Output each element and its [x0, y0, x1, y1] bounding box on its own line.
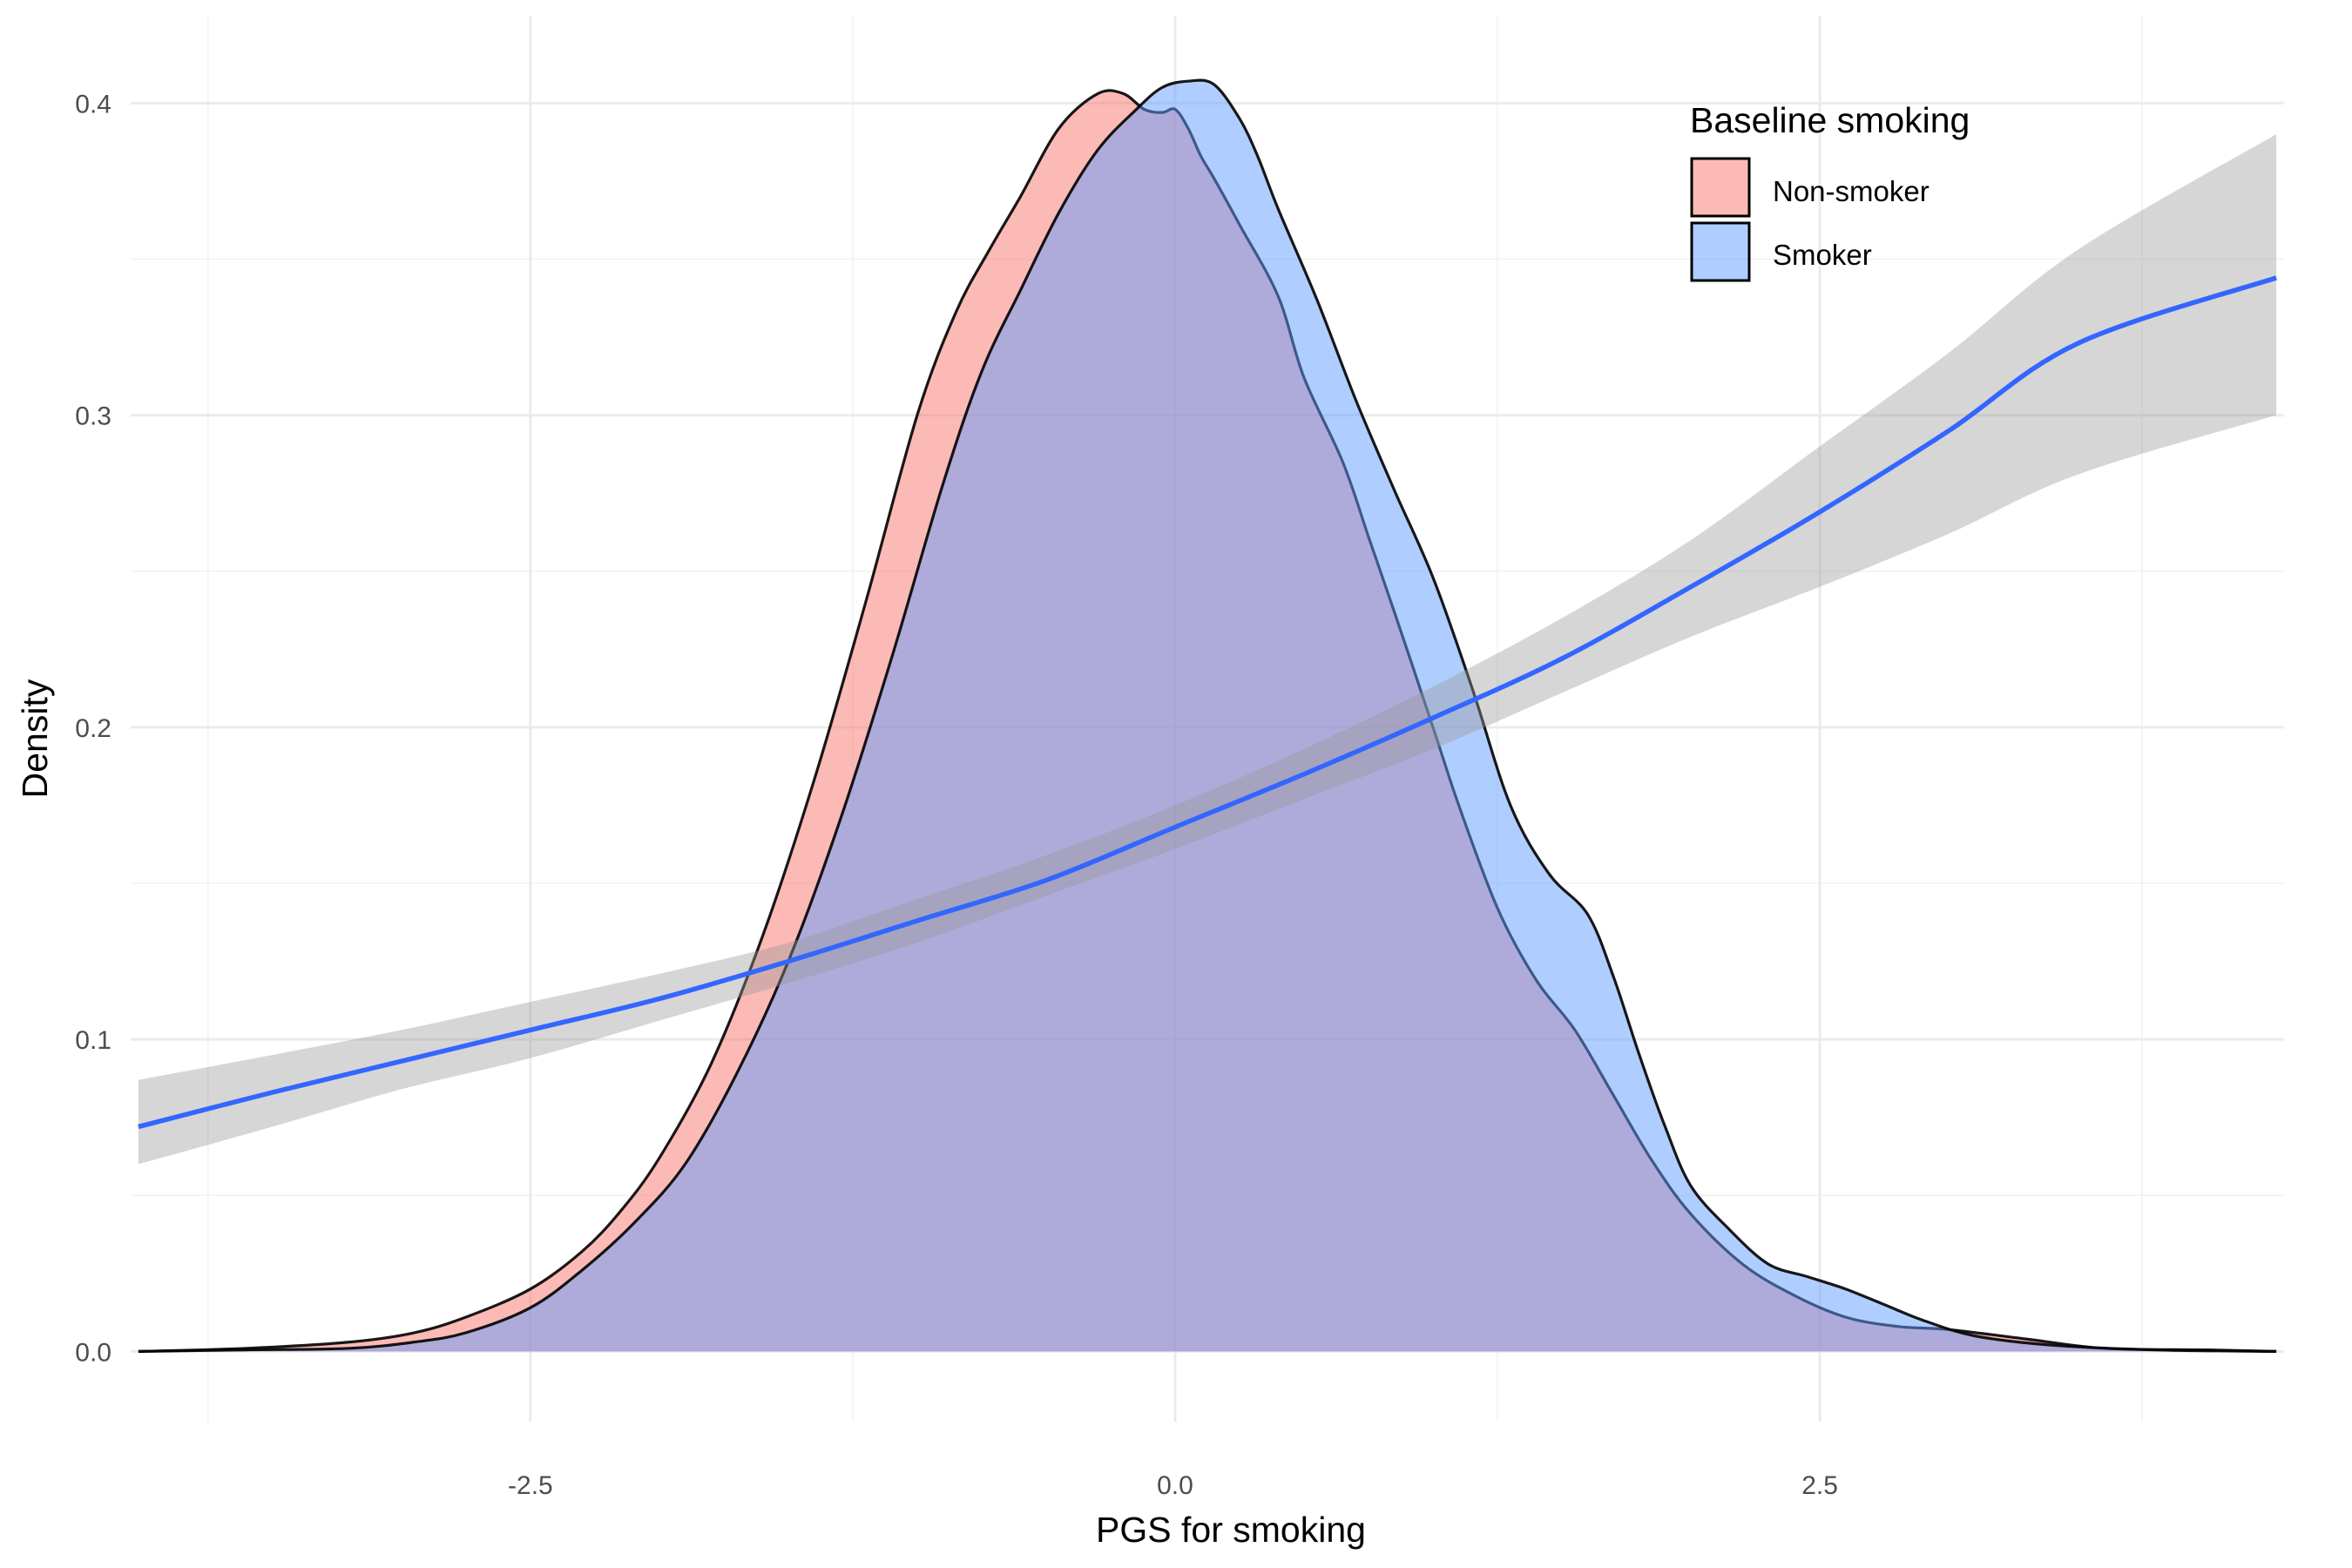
density-areas: [138, 78, 2277, 1353]
x-tick-label: 0.0: [1157, 1471, 1193, 1500]
y-tick-label: 0.1: [75, 1026, 112, 1055]
y-axis-title: Density: [15, 679, 55, 798]
tick-labels: -2.5 0.0 2.5 0.0 0.1 0.2 0.3 0.4: [75, 90, 1838, 1500]
legend-swatch-smoker: [1690, 221, 1751, 282]
x-tick-label: -2.5: [508, 1471, 553, 1500]
density-outline-smoker: [138, 78, 2277, 1353]
smooth-ribbon: [138, 134, 2277, 1165]
y-tick-label: 0.4: [75, 90, 112, 118]
smooth-line-path: [138, 275, 2277, 1130]
density-area-smoker: [138, 80, 2277, 1352]
x-axis-title: PGS for smoking: [1096, 1510, 1366, 1550]
y-tick-label: 0.0: [75, 1338, 112, 1367]
legend-swatch-non-smoker: [1690, 157, 1751, 218]
y-tick-label: 0.2: [75, 714, 112, 743]
x-tick-label: 2.5: [1801, 1471, 1838, 1500]
legend-label-non-smoker: Non-smoker: [1773, 175, 1930, 207]
smooth-line: [138, 275, 2277, 1130]
legend-label-smoker: Smoker: [1773, 239, 1872, 271]
legend: Baseline smoking Non-smoker Smoker: [1690, 100, 1970, 282]
y-tick-label: 0.3: [75, 402, 112, 431]
confidence-ribbon: [138, 134, 2277, 1165]
legend-title: Baseline smoking: [1690, 100, 1970, 140]
